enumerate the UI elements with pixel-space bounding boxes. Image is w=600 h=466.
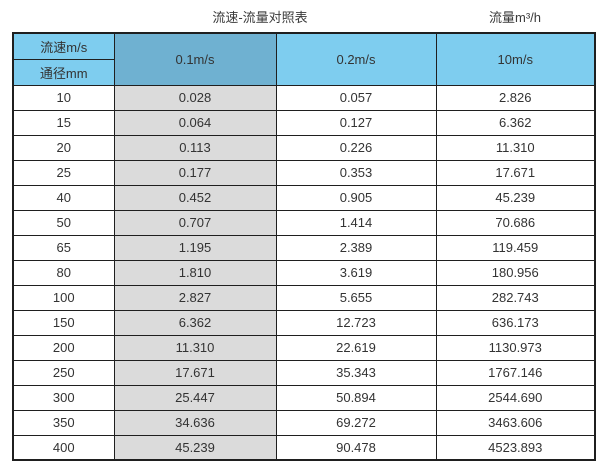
flow-value-cell: 11.310 — [435, 134, 596, 161]
table-row: 50 0.707 1.414 70.686 — [12, 209, 596, 236]
table-row: 350 34.636 69.272 3463.606 — [12, 409, 596, 436]
flow-value-cell: 636.173 — [435, 309, 596, 336]
diameter-cell: 300 — [12, 384, 115, 411]
table-body: 10 0.028 0.057 2.826 15 0.064 0.127 6.362 20 0.11… — [12, 84, 596, 461]
diameter-cell: 15 — [12, 109, 115, 136]
diameter-cell: 150 — [12, 309, 115, 336]
flow-value-cell: 0.064 — [113, 109, 277, 136]
diameter-cell: 20 — [12, 134, 115, 161]
table-row: 20 0.113 0.226 11.310 — [12, 134, 596, 161]
diameter-cell: 25 — [12, 159, 115, 186]
diameter-cell: 40 — [12, 184, 115, 211]
flow-value-cell: 1.810 — [113, 259, 277, 286]
flow-value-cell: 2.389 — [275, 234, 437, 261]
table-row: 25 0.177 0.353 17.671 — [12, 159, 596, 186]
flow-value-cell: 3.619 — [275, 259, 437, 286]
table-row: 400 45.239 90.478 4523.893 — [12, 434, 596, 461]
flow-value-cell: 70.686 — [435, 209, 596, 236]
flow-value-cell: 11.310 — [113, 334, 277, 361]
flow-value-cell: 35.343 — [275, 359, 437, 386]
table-row: 250 17.671 35.343 1767.146 — [12, 359, 596, 386]
diameter-cell: 100 — [12, 284, 115, 311]
flow-value-cell: 0.353 — [275, 159, 437, 186]
flow-value-cell: 0.177 — [113, 159, 277, 186]
table-row: 80 1.810 3.619 180.956 — [12, 259, 596, 286]
diameter-cell: 350 — [12, 409, 115, 436]
flow-value-cell: 17.671 — [435, 159, 596, 186]
flow-value-cell: 119.459 — [435, 234, 596, 261]
flow-value-cell: 0.452 — [113, 184, 277, 211]
flow-value-cell: 0.905 — [275, 184, 437, 211]
table-header: 流速m/s 0.1m/s 0.2m/s 10m/s 通径mm — [12, 32, 596, 86]
flow-value-cell: 1767.146 — [435, 359, 596, 386]
column-header-10ms: 10m/s — [435, 32, 596, 86]
diameter-cell: 250 — [12, 359, 115, 386]
flow-value-cell: 0.028 — [113, 84, 277, 111]
table-row: 100 2.827 5.655 282.743 — [12, 284, 596, 311]
diameter-cell: 400 — [12, 434, 115, 461]
flow-rate-table: 流速m/s 0.1m/s 0.2m/s 10m/s 通径mm 10 0.028 0.… — [12, 32, 596, 461]
corner-header-diameter: 通径mm — [12, 58, 115, 86]
flow-value-cell: 50.894 — [275, 384, 437, 411]
flow-value-cell: 0.226 — [275, 134, 437, 161]
page-title: 流速-流量对照表 — [212, 10, 308, 25]
table-row: 200 11.310 22.619 1130.973 — [12, 334, 596, 361]
diameter-cell: 200 — [12, 334, 115, 361]
diameter-cell: 10 — [12, 84, 115, 111]
flow-value-cell: 2544.690 — [435, 384, 596, 411]
flow-value-cell: 0.127 — [275, 109, 437, 136]
table-row: 40 0.452 0.905 45.239 — [12, 184, 596, 211]
flow-value-cell: 17.671 — [113, 359, 277, 386]
flow-value-cell: 45.239 — [435, 184, 596, 211]
diameter-cell: 50 — [12, 209, 115, 236]
title-bar: 流速-流量对照表 流量m³/h — [0, 0, 600, 32]
flow-value-cell: 3463.606 — [435, 409, 596, 436]
flow-value-cell: 69.272 — [275, 409, 437, 436]
flow-value-cell: 12.723 — [275, 309, 437, 336]
flow-value-cell: 6.362 — [113, 309, 277, 336]
diameter-cell: 65 — [12, 234, 115, 261]
flow-value-cell: 282.743 — [435, 284, 596, 311]
flow-value-cell: 22.619 — [275, 334, 437, 361]
table-row: 300 25.447 50.894 2544.690 — [12, 384, 596, 411]
flow-value-cell: 4523.893 — [435, 434, 596, 461]
corner-header-velocity: 流速m/s — [12, 32, 115, 60]
flow-value-cell: 0.113 — [113, 134, 277, 161]
flow-value-cell: 1130.973 — [435, 334, 596, 361]
diameter-cell: 80 — [12, 259, 115, 286]
table-row: 15 0.064 0.127 6.362 — [12, 109, 596, 136]
table-row: 10 0.028 0.057 2.826 — [12, 84, 596, 111]
flow-value-cell: 5.655 — [275, 284, 437, 311]
flow-value-cell: 180.956 — [435, 259, 596, 286]
table-row: 150 6.362 12.723 636.173 — [12, 309, 596, 336]
flow-value-cell: 2.827 — [113, 284, 277, 311]
flow-value-cell: 2.826 — [435, 84, 596, 111]
column-header-0-2ms: 0.2m/s — [275, 32, 437, 86]
flow-value-cell: 1.195 — [113, 234, 277, 261]
flow-value-cell: 0.707 — [113, 209, 277, 236]
flow-value-cell: 6.362 — [435, 109, 596, 136]
flow-value-cell: 45.239 — [113, 434, 277, 461]
flow-value-cell: 90.478 — [275, 434, 437, 461]
flow-value-cell: 25.447 — [113, 384, 277, 411]
flow-value-cell: 34.636 — [113, 409, 277, 436]
flow-value-cell: 0.057 — [275, 84, 437, 111]
table-row: 65 1.195 2.389 119.459 — [12, 234, 596, 261]
flow-unit-label: 流量m³/h — [488, 10, 541, 25]
flow-value-cell: 1.414 — [275, 209, 437, 236]
column-header-0-1ms: 0.1m/s — [113, 32, 277, 86]
